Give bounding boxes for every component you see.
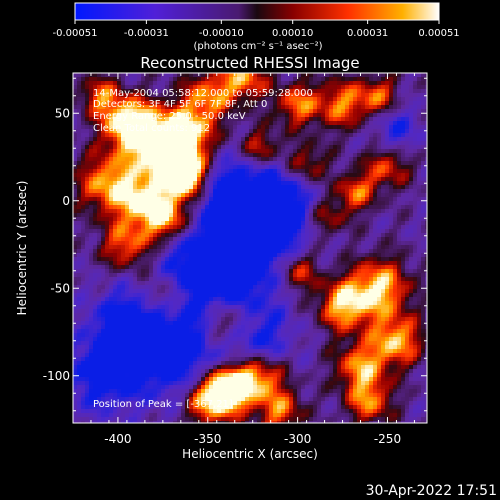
y-tick-label: 0 bbox=[62, 194, 70, 208]
footer-timestamp: 30-Apr-2022 17:51 bbox=[366, 483, 497, 499]
colorbar-tick-label: -0.00010 bbox=[199, 28, 244, 39]
x-tick-label: -250 bbox=[374, 432, 401, 446]
y-tick-label: -50 bbox=[50, 281, 70, 295]
colorbar-tick-label: 0.00031 bbox=[347, 28, 388, 39]
annotation-time-range: 14-May-2004 05:58:12.000 to 05:59:28.000 bbox=[93, 88, 313, 99]
colorbar-gradient bbox=[74, 2, 440, 21]
colorbar-tick-label: 0.00051 bbox=[418, 28, 459, 39]
annotation-energy-range: Energy Range: 25.0 - 50.0 keV bbox=[93, 111, 246, 122]
colorbar-units-label: (photons cm⁻² s⁻¹ asec⁻²) bbox=[193, 41, 322, 52]
x-tick-label: -350 bbox=[194, 432, 221, 446]
heatmap-image bbox=[73, 73, 427, 423]
annotation-clean-counts: Clean Total counts: 912 bbox=[93, 123, 210, 134]
y-tick-label: 50 bbox=[55, 106, 70, 120]
y-axis: 50 0 -50 -100 bbox=[43, 77, 427, 412]
y-tick-label: -100 bbox=[43, 369, 70, 383]
colorbar: -0.00051 -0.00031 -0.00010 0.00010 0.00031 0.… bbox=[53, 2, 460, 52]
x-tick-label: -300 bbox=[284, 432, 311, 446]
colorbar-tick-label: -0.00051 bbox=[53, 28, 98, 39]
chart-title: Reconstructed RHESSI Image bbox=[140, 54, 359, 72]
colorbar-tick-label: -0.00031 bbox=[124, 28, 169, 39]
x-axis-label: Heliocentric X (arcsec) bbox=[182, 447, 318, 461]
x-tick-label: -400 bbox=[104, 432, 131, 446]
y-axis-label: Heliocentric Y (arcsec) bbox=[15, 181, 29, 316]
plot-frame bbox=[72, 72, 428, 424]
colorbar-ticks: -0.00051 -0.00031 -0.00010 0.00010 0.00031 0.… bbox=[53, 20, 460, 39]
annotation-detectors: Detectors: 3F 4F 5F 6F 7F 8F, Att 0 bbox=[93, 99, 267, 110]
x-axis: -400 -350 -300 -250 bbox=[72, 73, 415, 446]
annotation-peak-position: Position of Peak = [-367,21] bbox=[93, 399, 233, 410]
colorbar-tick-label: 0.00010 bbox=[272, 28, 313, 39]
